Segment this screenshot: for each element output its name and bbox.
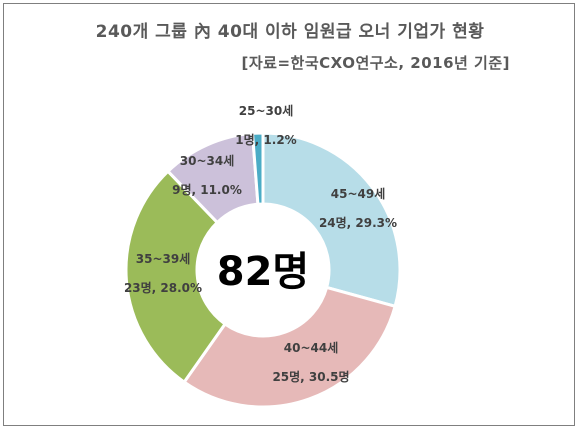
chart-subtitle: [자료=한국CXO연구소, 2016년 기준] bbox=[241, 54, 510, 72]
category-label-30-34: 30~34세 bbox=[180, 153, 235, 168]
chart-title: 240개 그룹 內 40대 이하 임원급 오너 기업가 현황 bbox=[95, 22, 485, 42]
category-label-40-44: 40~44세 bbox=[284, 340, 339, 355]
value-label-25-30: 1명, 1.2% bbox=[235, 133, 296, 147]
value-label-30-34: 9명, 11.0% bbox=[172, 183, 242, 197]
category-label-45-49: 45~49세 bbox=[331, 186, 386, 201]
donut-slice-40-44 bbox=[182, 285, 397, 409]
value-label-35-39: 23명, 28.0% bbox=[124, 281, 202, 295]
category-label-35-39: 35~39세 bbox=[136, 251, 191, 266]
donut-slice-35-39 bbox=[124, 169, 228, 385]
value-label-40-44: 25명, 30.5명 bbox=[272, 370, 349, 384]
center-total-label: 82명 bbox=[217, 249, 309, 295]
donut-slice-25-30 bbox=[250, 131, 265, 206]
value-label-45-49: 24명, 29.3% bbox=[319, 216, 397, 230]
donut-slice-45-49 bbox=[261, 131, 402, 309]
category-label-25-30: 25~30세 bbox=[239, 103, 294, 118]
